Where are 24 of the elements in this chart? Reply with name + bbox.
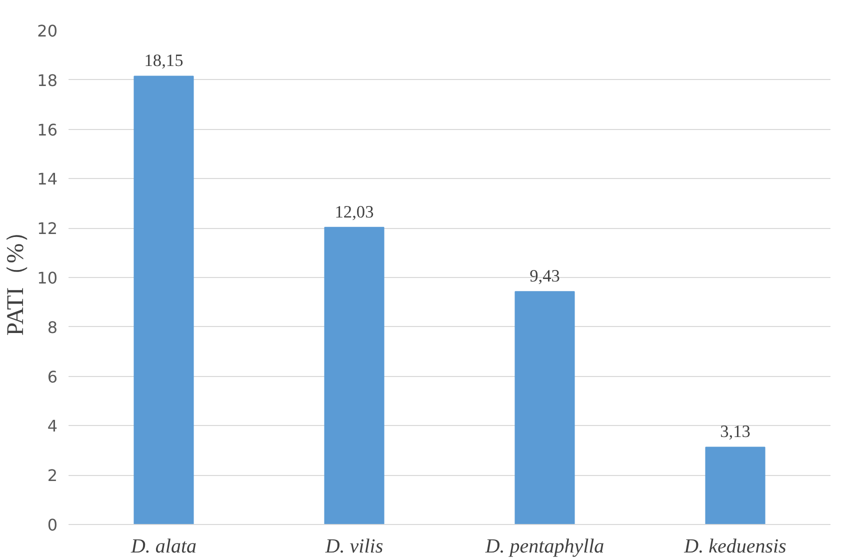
data-label: 18,15: [144, 51, 184, 70]
x-tick-label: D. vilis: [324, 536, 384, 558]
y-tick-label: 8: [47, 318, 58, 337]
data-label: 12,03: [334, 202, 374, 222]
y-axis-title: PATI（%）: [3, 219, 30, 336]
bar: [324, 226, 384, 524]
x-tick-label: D. alata: [130, 536, 197, 558]
y-tick-label: 18: [37, 70, 58, 90]
y-tick-label: 12: [37, 219, 58, 238]
bar: [705, 446, 766, 524]
y-tick-label: 16: [37, 120, 58, 140]
x-tick-label: D. pentaphylla: [484, 536, 604, 558]
y-tick-label: 4: [47, 416, 58, 436]
y-tick-label: 10: [37, 268, 58, 288]
y-tick-label: 14: [37, 170, 58, 189]
y-tick-label: 6: [47, 367, 58, 386]
bar: [514, 291, 575, 524]
data-label: 9,43: [530, 266, 560, 286]
y-tick-label: 2: [47, 466, 58, 486]
data-label: 3,13: [720, 422, 750, 442]
x-tick-label: D. keduensis: [683, 536, 787, 558]
y-tick-label: 0: [47, 516, 58, 534]
bar: [134, 76, 194, 524]
y-tick-label: 20: [37, 22, 58, 40]
